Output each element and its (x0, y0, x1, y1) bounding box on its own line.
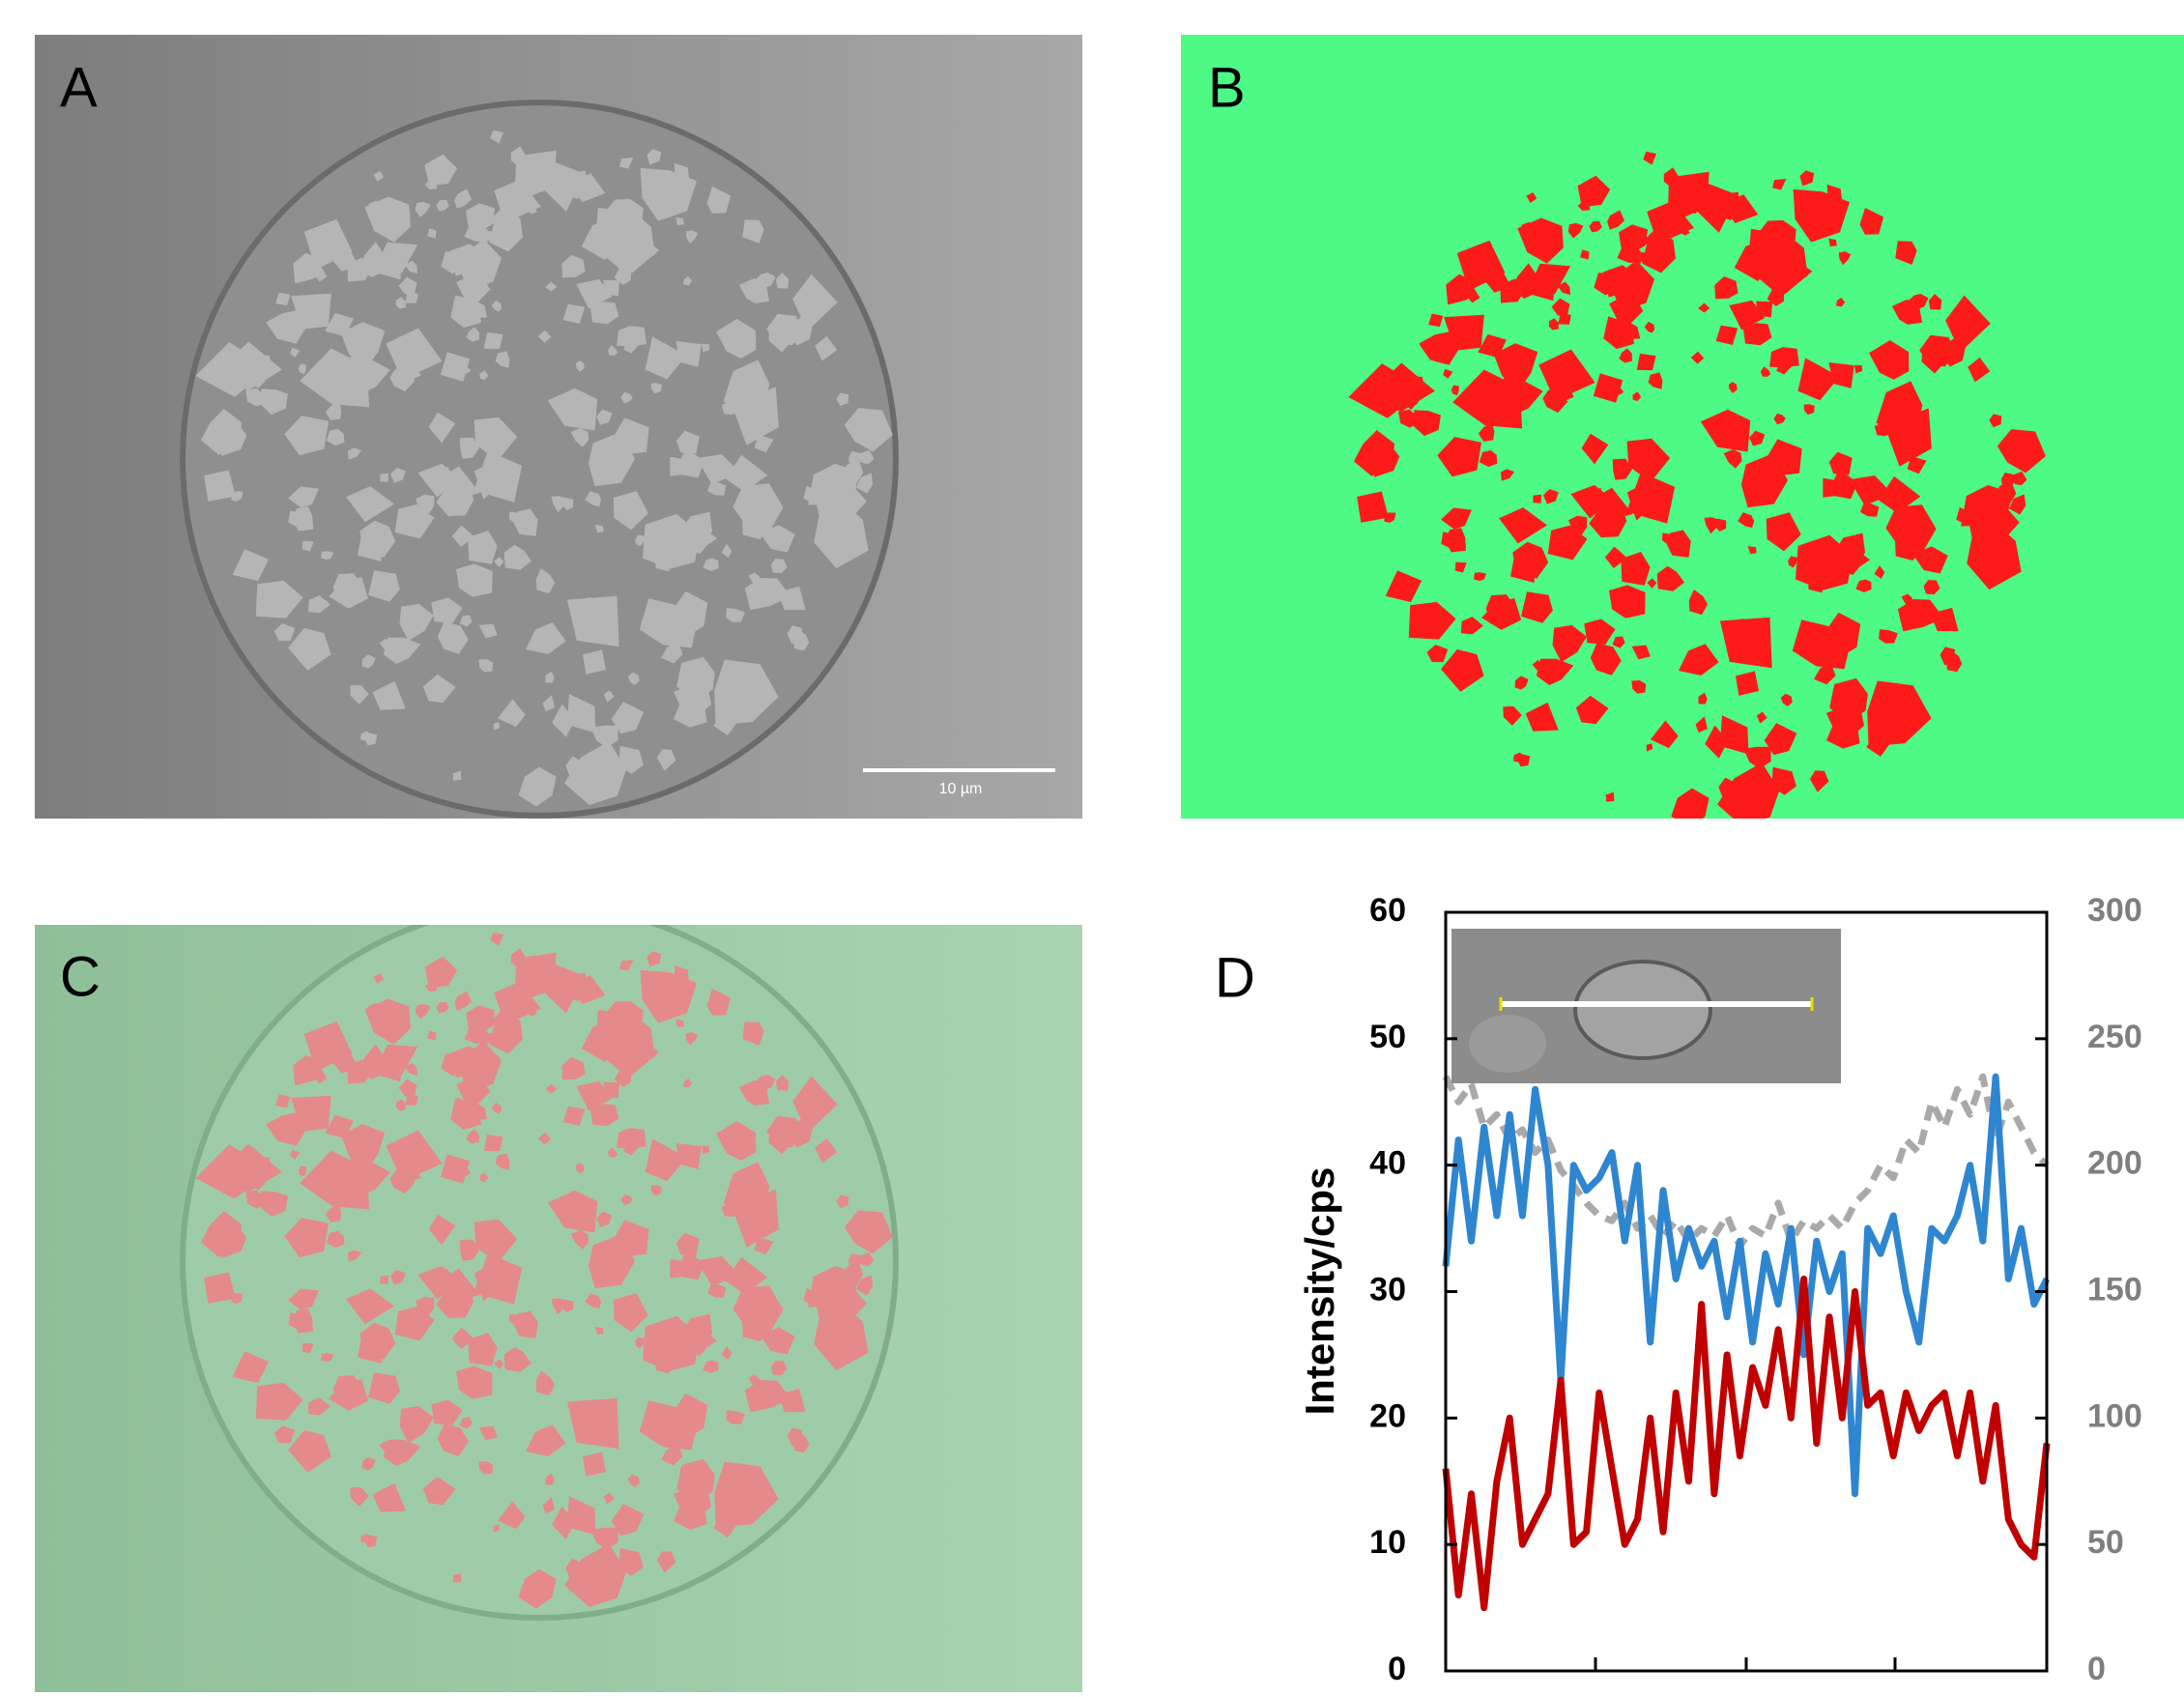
y-tick-label: 40 (1369, 1145, 1406, 1182)
panel-label: A (60, 56, 98, 119)
micrograph (35, 35, 1082, 819)
fiber-section (186, 105, 893, 813)
fragment (1533, 495, 1541, 503)
y2-tick-label: 0 (2087, 1651, 2106, 1687)
overlay-image (35, 902, 1082, 1692)
page: {"panels": {"a": {"label": "A", "scale_b… (0, 0, 2184, 1692)
fragment (670, 1259, 687, 1279)
inset (1451, 929, 1841, 1083)
data-line (1446, 1279, 2047, 1607)
fiber-section (186, 907, 893, 1615)
y-tick-label: 10 (1369, 1524, 1406, 1561)
panel-label: C (60, 945, 101, 1008)
y2-tick-label: 50 (2087, 1524, 2124, 1561)
plot-area (1446, 1077, 2047, 1608)
y-tick-label: 30 (1369, 1271, 1406, 1308)
figure: 10 µm A B C D Intensity/cps 0 10 20 30 40 50 6… (0, 0, 2184, 1692)
y-tick-label: 20 (1369, 1397, 1406, 1434)
fragment (1823, 478, 1840, 498)
panel-label: B (1208, 56, 1246, 119)
y-tick-label: 50 (1369, 1019, 1406, 1055)
y2-tick-label: 200 (2087, 1145, 2142, 1182)
fragment (380, 474, 388, 482)
y-axis-label: Intensity/cps (1297, 1167, 1342, 1416)
inset-particle (1469, 1015, 1546, 1073)
inset-particle (1575, 962, 1710, 1058)
y-tick-label: 60 (1369, 892, 1406, 929)
panel-label: D (1215, 946, 1255, 1009)
scale-bar-label: 10 µm (939, 781, 983, 797)
y2-tick-label: 150 (2087, 1271, 2142, 1308)
fragment (380, 1276, 388, 1284)
y-tick-label: 0 (1388, 1651, 1406, 1687)
fragment (670, 457, 687, 476)
phase-map (1181, 35, 2184, 828)
y2-tick-label: 250 (2087, 1019, 2142, 1055)
y2-tick-label: 300 (2087, 892, 2142, 929)
image-background (1181, 35, 2184, 819)
y2-tick-label: 100 (2087, 1397, 2142, 1434)
